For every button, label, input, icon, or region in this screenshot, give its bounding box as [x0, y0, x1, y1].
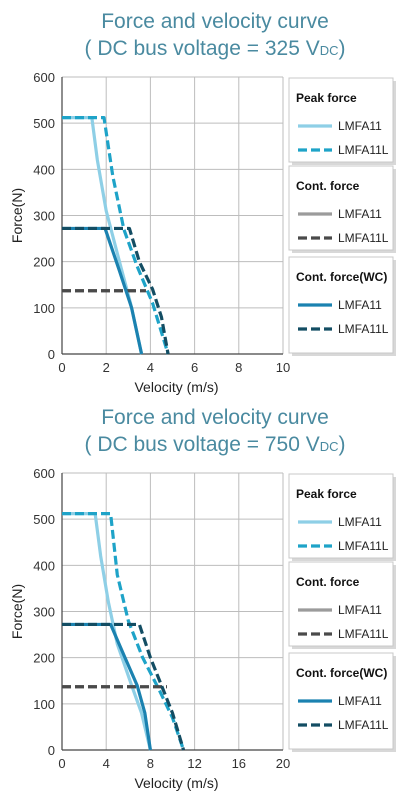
chart-panel-325v: Force and velocity curve ( DC bus voltage… — [9, 10, 396, 395]
y-tick-label: 100 — [33, 301, 55, 316]
legend-box — [288, 561, 394, 647]
x-tick-label: 16 — [232, 756, 246, 771]
legend: Peak force LMFA11 LMFA11L Cont. force LMFA11… — [288, 473, 396, 752]
y-tick-label: 200 — [33, 255, 55, 270]
legend-item-label: LMFA11 — [338, 515, 382, 529]
y-tick-label: 600 — [33, 70, 55, 85]
y-tick-label: 500 — [33, 512, 55, 527]
y-tick-label: 200 — [33, 651, 55, 666]
y-tick-label: 500 — [33, 116, 55, 131]
x-axis-label: Velocity (m/s) — [134, 775, 218, 791]
legend-group-title: Cont. force(WC) — [296, 666, 387, 680]
y-tick-label: 0 — [48, 743, 55, 758]
chart-title-line1: Force and velocity curve — [101, 406, 329, 429]
y-axis-label: Force(N) — [9, 584, 25, 639]
series-line-peak-lmfa11l — [62, 116, 170, 355]
title-close-paren: ) — [339, 433, 346, 456]
legend-item-label: LMFA11 — [338, 298, 382, 312]
title-close-paren: ) — [339, 37, 346, 60]
series-line-peak-lmfa11l — [62, 512, 186, 751]
y-tick-label: 300 — [33, 209, 55, 224]
legend-box — [288, 77, 394, 163]
chart-325v: Force and velocity curve ( DC bus voltage… — [9, 10, 396, 395]
x-tick-label: 2 — [103, 360, 110, 375]
legend-group-title: Cont. force — [296, 575, 360, 589]
legend-group-title: Peak force — [296, 487, 357, 501]
legend-item-label: LMFA11L — [338, 231, 389, 245]
legend-item-label: LMFA11 — [338, 694, 382, 708]
y-tick-label: 0 — [48, 347, 55, 362]
series-line-peak-lmfa11 — [62, 512, 152, 751]
x-tick-label: 20 — [276, 756, 290, 771]
legend-item-label: LMFA11 — [338, 119, 382, 133]
x-tick-label: 4 — [103, 756, 110, 771]
x-tick-label: 8 — [235, 360, 242, 375]
legend-item-label: LMFA11 — [338, 603, 382, 617]
legend-item-label: LMFA11L — [338, 718, 389, 732]
title-voltage-subscript: DC — [320, 439, 339, 454]
legend-item-label: LMFA11 — [338, 207, 382, 221]
chart-title-line2: ( DC bus voltage = 325 VDC) — [85, 37, 346, 60]
legend-box — [288, 473, 394, 559]
series-line-peak-lmfa11 — [62, 116, 144, 355]
x-tick-label: 6 — [191, 360, 198, 375]
legend-item-label: LMFA11L — [338, 627, 389, 641]
legend-item-label: LMFA11L — [338, 143, 389, 157]
y-tick-label: 300 — [33, 605, 55, 620]
chart-title-line1: Force and velocity curve — [101, 10, 329, 33]
x-tick-label: 0 — [58, 360, 65, 375]
series-group — [62, 512, 186, 751]
chart-750v: Force and velocity curve ( DC bus voltage… — [9, 406, 396, 791]
x-axis-label: Velocity (m/s) — [134, 379, 218, 395]
y-axis-label: Force(N) — [9, 188, 25, 243]
legend: Peak force LMFA11 LMFA11L Cont. force LMFA11… — [288, 77, 396, 356]
y-tick-label: 400 — [33, 162, 55, 177]
title-voltage-text: ( DC bus voltage = 325 V — [85, 37, 320, 60]
y-tick-label: 600 — [33, 466, 55, 481]
title-voltage-text: ( DC bus voltage = 750 V — [85, 433, 320, 456]
x-tick-label: 4 — [147, 360, 154, 375]
x-tick-label: 0 — [58, 756, 65, 771]
chart-panel-750v: Force and velocity curve ( DC bus voltage… — [0, 396, 400, 796]
y-tick-label: 100 — [33, 697, 55, 712]
legend-group-title: Cont. force — [296, 179, 360, 193]
series-line-wc-lmfa11l — [62, 226, 170, 355]
x-tick-label: 10 — [276, 360, 290, 375]
x-tick-label: 8 — [147, 756, 154, 771]
series-group — [62, 116, 170, 355]
chart-title-line2: ( DC bus voltage = 750 VDC) — [85, 433, 346, 456]
title-voltage-subscript: DC — [320, 43, 339, 58]
legend-box — [288, 165, 394, 251]
y-tick-label: 400 — [33, 558, 55, 573]
x-tick-label: 12 — [187, 756, 201, 771]
legend-group-title: Cont. force(WC) — [296, 270, 387, 284]
legend-group-title: Peak force — [296, 91, 357, 105]
legend-item-label: LMFA11L — [338, 539, 389, 553]
legend-item-label: LMFA11L — [338, 322, 389, 336]
